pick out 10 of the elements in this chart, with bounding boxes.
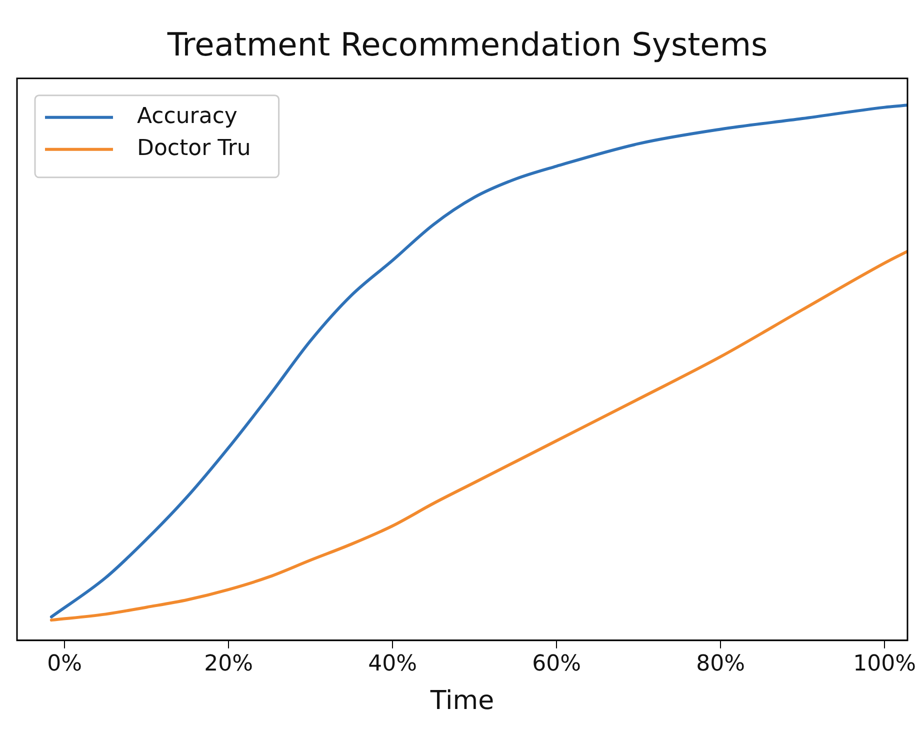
x-tick-label: 40% [368, 651, 417, 676]
legend-label: Accuracy [137, 104, 238, 130]
x-tick-label: 100% [853, 651, 916, 676]
x-tick-label: 20% [204, 651, 254, 676]
x-axis-title: Time [429, 686, 494, 716]
chart-title: Treatment Recommendation Systems [166, 26, 768, 64]
x-tick-label: 0% [47, 651, 82, 676]
x-tick-label: 80% [696, 651, 745, 676]
x-tick-label: 60% [532, 651, 581, 676]
legend-label: Doctor Tru [137, 136, 251, 162]
